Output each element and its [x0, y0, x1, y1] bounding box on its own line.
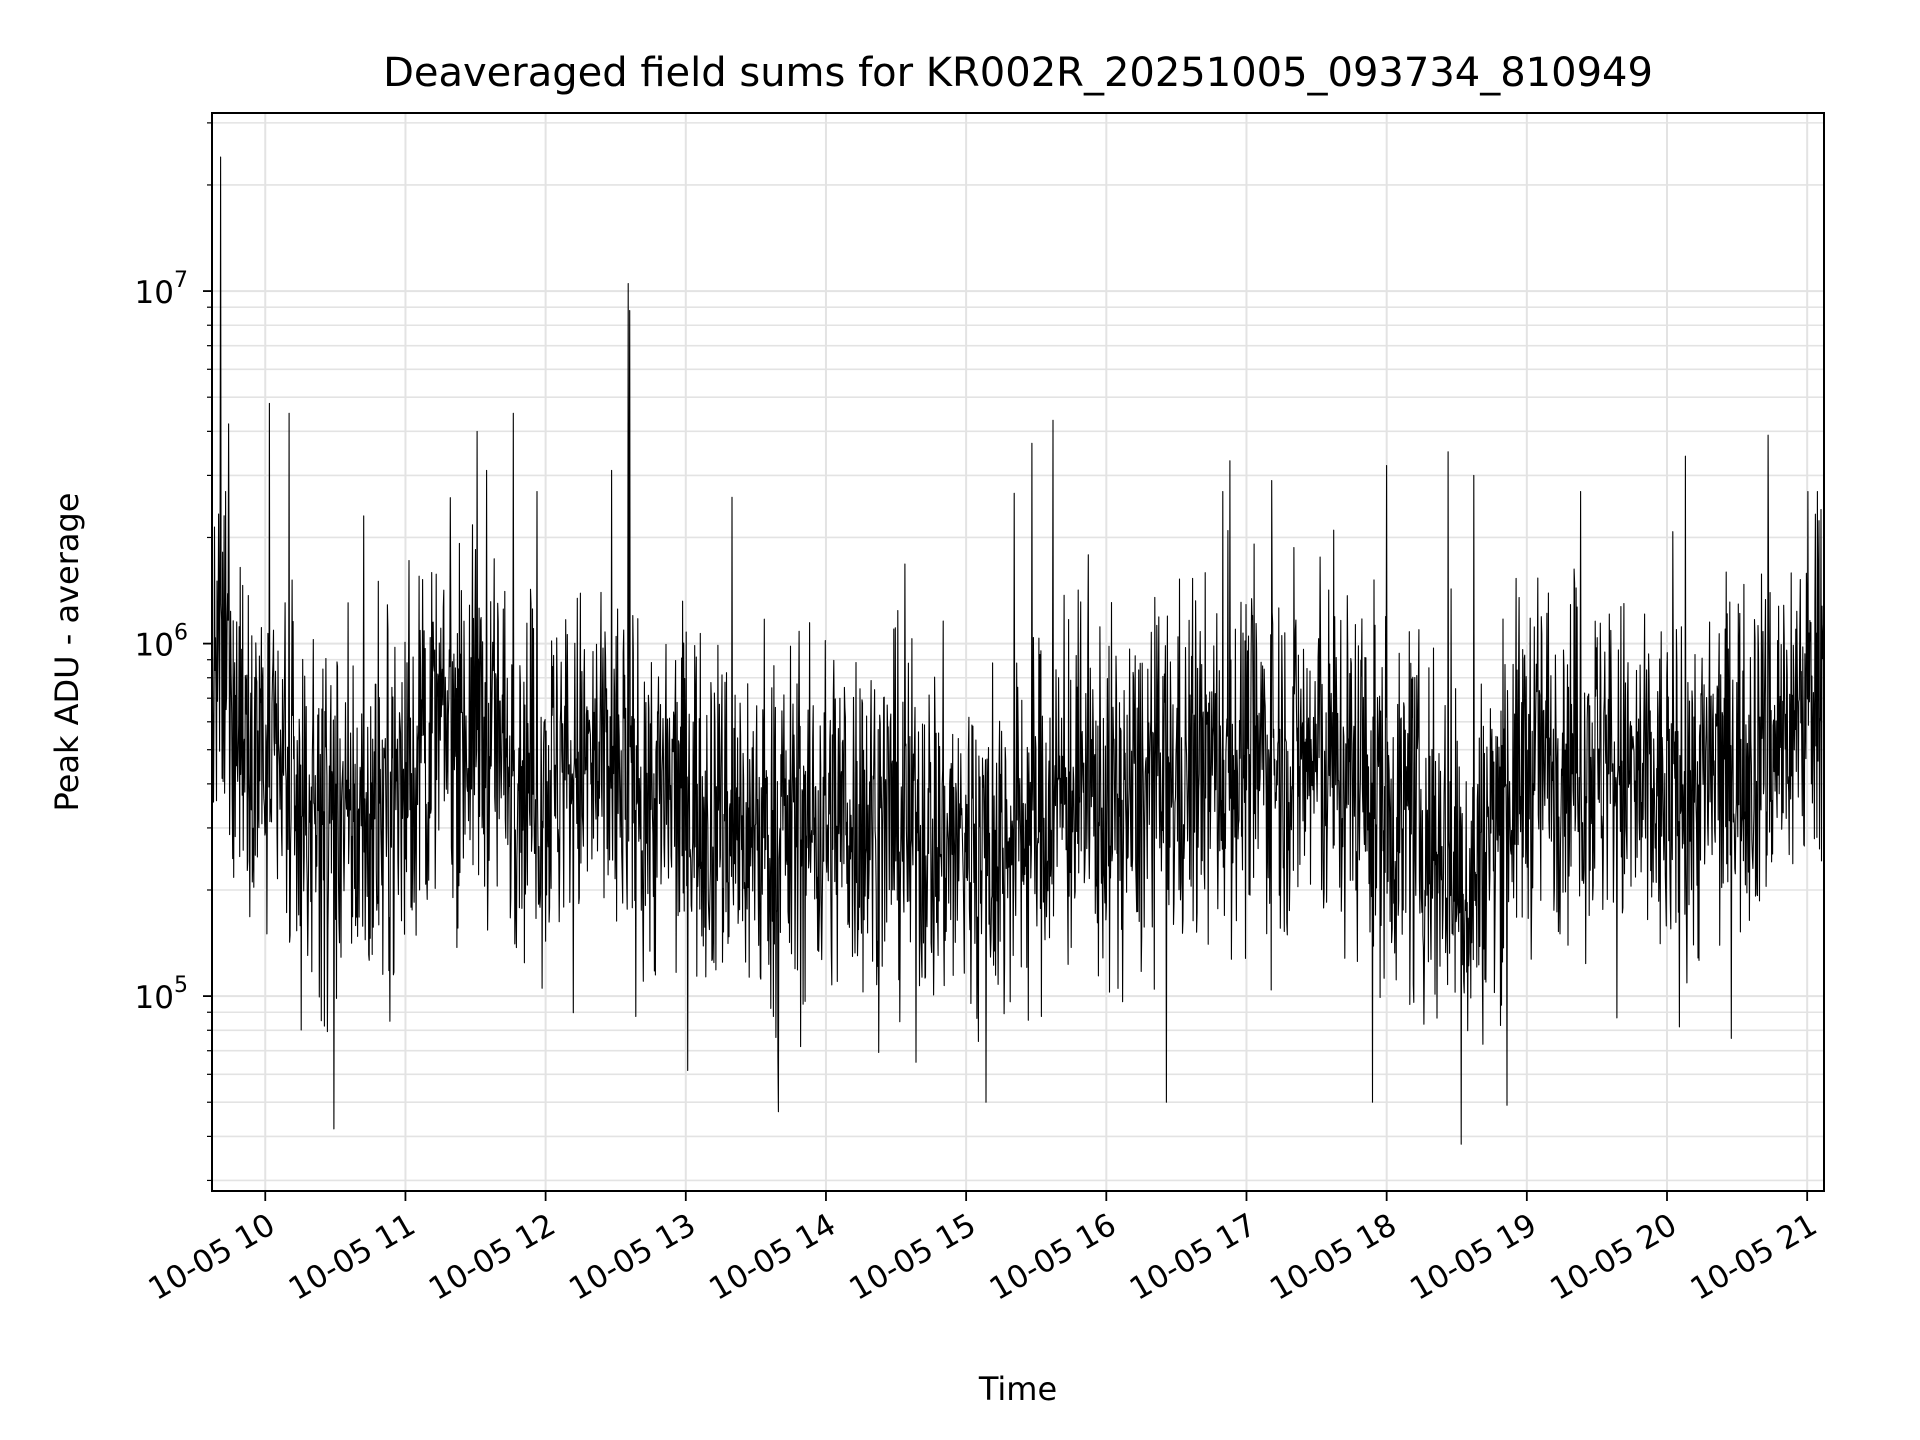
y-tick-label-exponent: 5 — [174, 973, 188, 998]
plot-frame — [211, 112, 1825, 1192]
series-layer — [212, 156, 1824, 1145]
y-tick-label: 105 — [135, 973, 188, 1016]
series-line — [212, 156, 1824, 1145]
y-tick-label-exponent: 7 — [174, 268, 188, 293]
y-tick-label: 107 — [135, 268, 188, 311]
y-tick-label-exponent: 6 — [174, 621, 188, 646]
y-tick-label-base: 10 — [135, 275, 174, 311]
x-axis-label: Time — [978, 1370, 1057, 1408]
chart-title: Deaveraged field sums for KR002R_2025100… — [383, 50, 1653, 96]
y-tick-label-base: 10 — [135, 980, 174, 1016]
y-tick-label-base: 10 — [135, 628, 174, 664]
y-tick-label: 106 — [135, 621, 188, 664]
y-axis-label: Peak ADU - average — [48, 493, 86, 812]
